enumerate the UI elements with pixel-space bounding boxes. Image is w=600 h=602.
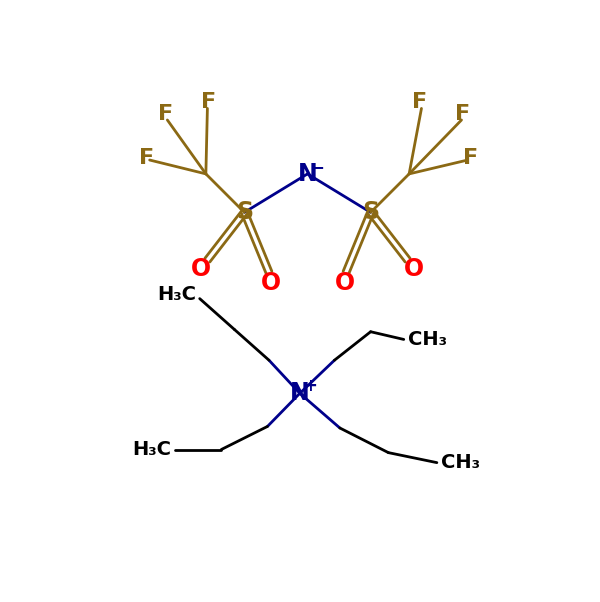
Text: F: F	[412, 92, 427, 112]
Text: F: F	[158, 104, 173, 124]
Text: F: F	[202, 92, 217, 112]
Text: −: −	[311, 158, 325, 176]
Text: O: O	[260, 272, 281, 295]
Text: N: N	[290, 381, 310, 405]
Text: +: +	[303, 377, 317, 396]
Text: O: O	[191, 258, 211, 281]
Text: S: S	[362, 200, 379, 225]
Text: F: F	[463, 149, 478, 169]
Text: H₃C: H₃C	[157, 285, 196, 304]
Text: H₃C: H₃C	[132, 440, 171, 459]
Text: N: N	[298, 162, 317, 186]
Text: O: O	[334, 272, 355, 295]
Text: F: F	[139, 149, 154, 169]
Text: S: S	[236, 200, 253, 225]
Text: CH₃: CH₃	[407, 330, 446, 349]
Text: O: O	[404, 258, 424, 281]
Text: F: F	[455, 104, 470, 124]
Text: CH₃: CH₃	[441, 453, 480, 472]
